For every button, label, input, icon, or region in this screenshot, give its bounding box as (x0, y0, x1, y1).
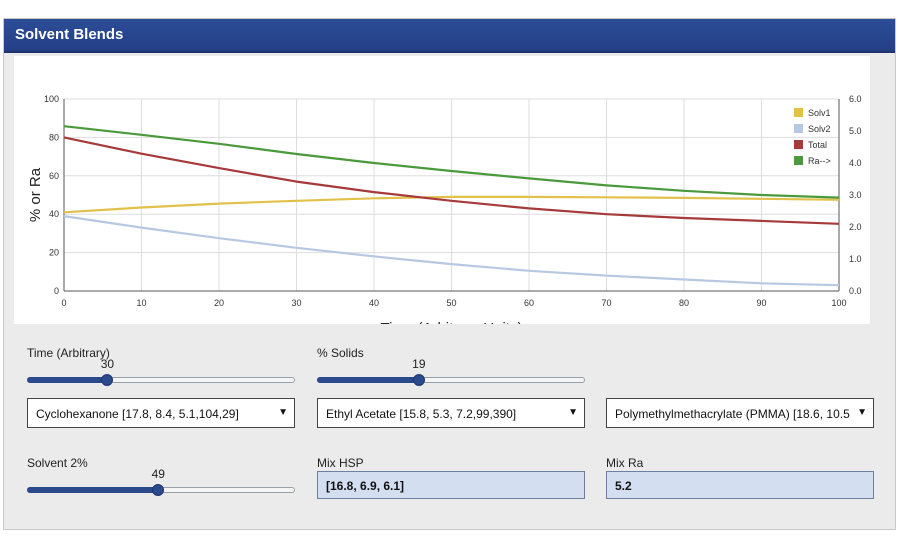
series-line-1 (63, 195, 840, 214)
mix-hsp-label: Mix HSP (317, 456, 364, 470)
y2-tick-label: 1.0 (849, 254, 862, 264)
y2-tick-label: 3.0 (849, 190, 862, 200)
y2-tick-label: 6.0 (849, 94, 862, 104)
x-tick-label: 80 (679, 298, 689, 308)
solids-slider[interactable]: 19 (317, 357, 585, 389)
time-label: Time (Arbitrary) (27, 346, 110, 360)
x-tick-label: 10 (136, 298, 146, 308)
mix-hsp-field: [16.8, 6.9, 6.1] (317, 471, 585, 499)
panel-title: Solvent Blends (15, 26, 124, 43)
y-tick-label: 100 (44, 94, 59, 104)
solvent2-percent-slider[interactable]: 49 (27, 467, 295, 499)
polymer-select[interactable]: Polymethylmethacrylate (PMMA) [18.6, 10.… (606, 398, 874, 428)
solvent1-select-value: Cyclohexanone [17.8, 8.4, 5.1,104,29] (36, 407, 239, 421)
y-tick-label: 20 (49, 248, 59, 258)
x-tick-label: 60 (524, 298, 534, 308)
x-axis-label: Time (Arbitrary Units) (381, 320, 523, 324)
mix-ra-field: 5.2 (606, 471, 874, 499)
y2-tick-label: 2.0 (849, 222, 862, 232)
solvent2-select-value: Ethyl Acetate [15.8, 5.3, 7.2,99,390] (326, 407, 517, 421)
x-tick-label: 40 (369, 298, 379, 308)
legend-entry: Solv2 (808, 124, 831, 134)
y2-tick-label: 5.0 (849, 126, 862, 136)
y-tick-label: 80 (49, 132, 59, 142)
x-tick-label: 0 (61, 298, 66, 308)
legend-swatch (794, 140, 803, 149)
solvent2-select[interactable]: Ethyl Acetate [15.8, 5.3, 7.2,99,390] ▼ (317, 398, 585, 428)
solvent2-percent-value: 49 (151, 467, 165, 481)
mix-ra-label: Mix Ra (606, 456, 644, 470)
solids-slider-fill (317, 377, 419, 383)
legend-entry: Ra--> (808, 156, 831, 166)
y-tick-label: 40 (49, 209, 59, 219)
y2-tick-label: 4.0 (849, 158, 862, 168)
time-slider-fill (27, 377, 108, 383)
time-slider-thumb[interactable] (101, 374, 114, 386)
legend-swatch (794, 124, 803, 133)
solvent2-percent-label: Solvent 2% (27, 456, 88, 470)
series-line-3 (63, 136, 840, 225)
legend-entry: Solv1 (808, 108, 831, 118)
solvent-blends-panel: Solvent Blends 0 10 20 30 40 50 60 70 80 90 100 0 20… (3, 18, 896, 530)
time-slider[interactable]: 30 (27, 357, 295, 389)
solvent1-select[interactable]: Cyclohexanone [17.8, 8.4, 5.1,104,29] ▼ (27, 398, 295, 428)
chevron-down-icon: ▼ (857, 407, 867, 418)
legend-swatch (794, 108, 803, 117)
y-axis-label: % or Ra (27, 167, 44, 222)
y-tick-label: 0 (54, 286, 59, 296)
x-tick-label: 50 (446, 298, 456, 308)
y-tick-label: 60 (49, 171, 59, 181)
series-line-2 (63, 215, 840, 287)
solids-value: 19 (412, 357, 426, 371)
chevron-down-icon: ▼ (278, 407, 288, 418)
chart-area: 0 10 20 30 40 50 60 70 80 90 100 0 20 40 60 80 100 0.0 1.0… (14, 56, 870, 324)
blend-chart: 0 10 20 30 40 50 60 70 80 90 1000204060801000.01.0… (27, 94, 862, 324)
x-tick-label: 30 (291, 298, 301, 308)
legend-entry: Total (808, 140, 827, 150)
solids-label: % Solids (317, 346, 364, 360)
solvent2-slider-thumb[interactable] (152, 484, 165, 496)
chevron-down-icon: ▼ (568, 407, 578, 418)
polymer-select-value: Polymethylmethacrylate (PMMA) [18.6, 10.… (615, 407, 850, 421)
solids-slider-thumb[interactable] (412, 374, 425, 386)
x-tick-label: 20 (214, 298, 224, 308)
series-line-4 (63, 125, 840, 199)
x-tick-label: 100 (831, 298, 846, 308)
x-tick-label: 70 (601, 298, 611, 308)
time-value: 30 (100, 357, 115, 371)
mix-ra-value: 5.2 (615, 479, 632, 493)
mix-hsp-value: [16.8, 6.9, 6.1] (326, 479, 405, 493)
legend-swatch (794, 156, 803, 165)
y2-tick-label: 0.0 (849, 286, 862, 296)
panel-titlebar: Solvent Blends (4, 19, 895, 53)
solvent2-slider-fill (27, 487, 159, 493)
x-tick-label: 90 (756, 298, 766, 308)
